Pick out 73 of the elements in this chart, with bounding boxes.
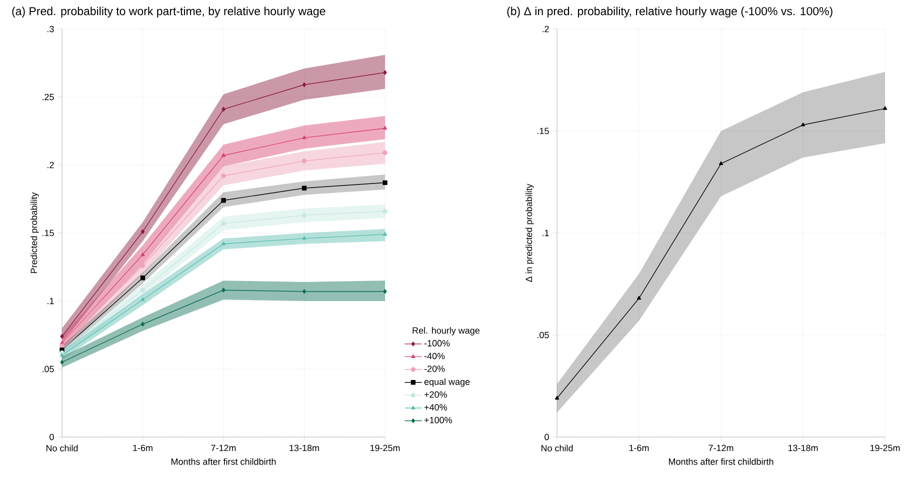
point bbox=[718, 161, 724, 165]
point bbox=[222, 288, 226, 292]
y-tick-label: 0 bbox=[544, 434, 549, 440]
point bbox=[60, 360, 64, 365]
point bbox=[382, 150, 388, 156]
point bbox=[383, 289, 387, 294]
x-tick-label: 13-18m bbox=[788, 444, 818, 452]
point bbox=[140, 297, 145, 301]
legend-label: +100% bbox=[424, 416, 452, 424]
point bbox=[383, 70, 387, 75]
x-tick-label: 1-6m bbox=[629, 444, 649, 452]
x-tick-label: 7-12m bbox=[211, 444, 236, 452]
x-axis-title: Months after first childbirth bbox=[171, 458, 276, 465]
y-axis-title: Predicted probability bbox=[30, 192, 39, 274]
legend-label: +20% bbox=[424, 391, 447, 398]
point bbox=[140, 322, 145, 326]
legend-label: -40% bbox=[424, 352, 445, 360]
point bbox=[302, 289, 306, 294]
y-tick-label: 0 bbox=[50, 434, 54, 440]
x-tick-label: 13-18m bbox=[290, 444, 319, 452]
point bbox=[554, 396, 560, 400]
point bbox=[221, 174, 226, 178]
point bbox=[140, 276, 146, 280]
point bbox=[140, 252, 145, 256]
point bbox=[636, 296, 642, 300]
point bbox=[140, 229, 145, 234]
point bbox=[382, 126, 388, 130]
x-tick-label: No child bbox=[46, 444, 78, 452]
legend-label: -100% bbox=[424, 340, 450, 346]
x-tick-label: 19-25m bbox=[870, 444, 900, 452]
point bbox=[221, 153, 226, 157]
point bbox=[302, 82, 306, 88]
x-tick-label: No child bbox=[541, 444, 573, 452]
point bbox=[140, 288, 146, 292]
point bbox=[222, 106, 226, 112]
point bbox=[800, 122, 806, 126]
chart-title: (b) Δ in pred. probability, relative hourly wage (-100% vs. 100%) bbox=[507, 6, 832, 18]
legend-label: equal wage bbox=[424, 378, 470, 387]
point bbox=[302, 135, 306, 140]
point bbox=[302, 212, 307, 218]
y-tick-label: .25 bbox=[42, 94, 54, 100]
x-tick-label: 19-25m bbox=[370, 444, 400, 452]
x-tick-label: 7-12m bbox=[708, 444, 734, 452]
y-tick-label: .1 bbox=[48, 298, 54, 304]
point bbox=[302, 158, 307, 164]
x-tick-label: 1-6m bbox=[133, 444, 152, 452]
y-tick-label: .05 bbox=[42, 366, 54, 372]
x-axis-title: Months after first childbirth bbox=[668, 458, 774, 465]
point bbox=[60, 344, 64, 348]
point bbox=[221, 221, 226, 226]
point bbox=[221, 198, 226, 203]
legend-label: -20% bbox=[424, 366, 445, 372]
y-tick-label: .15 bbox=[538, 128, 549, 134]
point bbox=[140, 263, 146, 268]
y-tick-label: .2 bbox=[48, 162, 54, 168]
point bbox=[60, 353, 64, 357]
point bbox=[382, 180, 388, 186]
y-tick-label: .2 bbox=[542, 26, 549, 32]
point bbox=[60, 334, 64, 339]
point bbox=[302, 236, 306, 240]
y-tick-label: .1 bbox=[542, 230, 549, 236]
legend-label: +40% bbox=[424, 404, 447, 410]
point bbox=[382, 232, 388, 236]
point bbox=[302, 186, 307, 190]
chart-title: (a) Pred. probability to work part-time, by relative hourly wage bbox=[12, 6, 326, 18]
point bbox=[882, 106, 888, 110]
y-axis-title: Δ in predicted probability bbox=[526, 184, 534, 282]
legend-title: Rel. hourly wage bbox=[412, 327, 480, 336]
point bbox=[221, 242, 226, 246]
y-tick-label: .05 bbox=[538, 332, 549, 338]
point bbox=[382, 208, 388, 214]
y-tick-label: .15 bbox=[42, 230, 54, 236]
y-tick-label: .3 bbox=[48, 26, 54, 32]
